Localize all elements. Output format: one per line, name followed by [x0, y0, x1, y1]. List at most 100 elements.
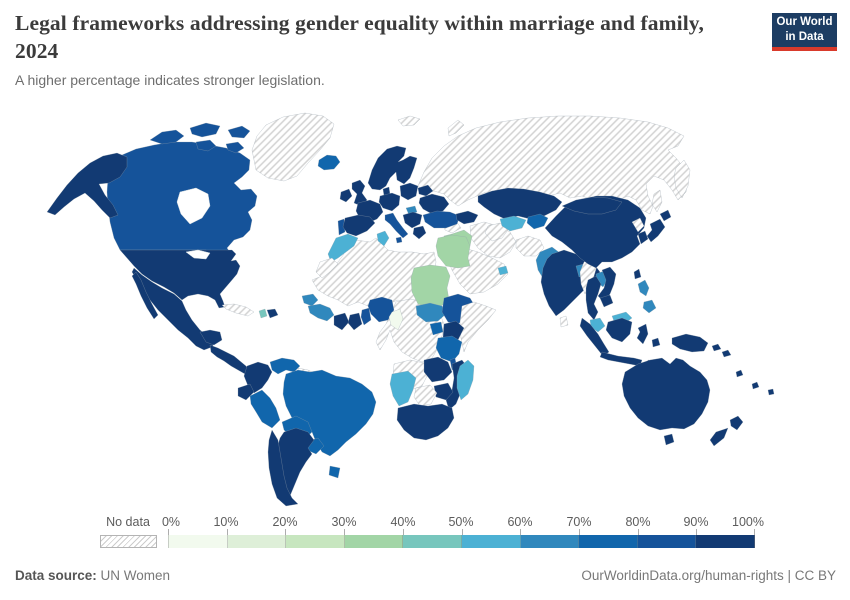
region-western-sahara[interactable] [315, 257, 339, 279]
credit-link[interactable]: OurWorldinData.org/human-rights | CC BY [581, 568, 836, 583]
region-japan-hokkaido[interactable] [659, 209, 672, 222]
legend-segment-0-10[interactable] [168, 535, 228, 548]
region-usa-alaska[interactable] [46, 152, 128, 219]
region-novaya-zemlya[interactable] [447, 119, 465, 137]
region-indonesia-sulawesi[interactable] [636, 323, 649, 345]
region-portugal[interactable] [337, 218, 346, 236]
region-central-america[interactable] [209, 344, 251, 375]
region-nigeria[interactable] [367, 296, 395, 323]
region-south-korea[interactable] [637, 230, 649, 245]
region-north-korea[interactable] [631, 217, 645, 233]
region-ghana[interactable] [347, 312, 363, 331]
region-fiji-2[interactable] [767, 388, 775, 396]
region-canada-arctic-4[interactable] [195, 139, 217, 152]
region-canada-arctic-5[interactable] [225, 141, 245, 154]
region-mexico-baja[interactable] [131, 271, 159, 320]
region-uganda[interactable] [429, 321, 444, 336]
region-togo-benin[interactable] [360, 307, 372, 326]
region-ukraine[interactable] [418, 193, 450, 215]
legend-segment-70-80[interactable] [579, 535, 638, 548]
region-uruguay[interactable] [328, 465, 341, 479]
region-indonesia-java[interactable] [599, 351, 643, 367]
region-tanzania[interactable] [435, 335, 463, 363]
legend-segment-90-100[interactable] [696, 535, 755, 548]
region-madagascar[interactable] [456, 359, 475, 401]
region-cuba[interactable] [221, 303, 255, 317]
region-taiwan[interactable] [633, 268, 642, 280]
region-dominican-republic[interactable] [266, 308, 279, 319]
region-svalbard[interactable] [397, 115, 421, 127]
region-uae[interactable] [497, 265, 509, 276]
region-ivory-coast[interactable] [333, 312, 350, 331]
region-usa[interactable] [119, 249, 241, 309]
region-vanuatu[interactable] [735, 369, 744, 378]
region-new-guinea[interactable] [671, 333, 709, 353]
region-kazakhstan[interactable] [477, 187, 563, 220]
legend-segment-10-20[interactable] [227, 535, 287, 548]
region-brazil[interactable] [282, 369, 377, 457]
region-mexico-yucatan[interactable] [199, 329, 223, 346]
region-haiti[interactable] [258, 308, 268, 319]
region-peru[interactable] [249, 389, 281, 429]
region-zambia[interactable] [423, 356, 453, 383]
region-iceland[interactable] [317, 154, 341, 171]
region-fiji-1[interactable] [751, 381, 760, 390]
region-solomon-islands-1[interactable] [711, 343, 722, 352]
region-egypt[interactable] [435, 234, 471, 269]
region-canada-arctic-2[interactable] [189, 122, 221, 138]
region-canada-arctic-1[interactable] [149, 129, 185, 145]
region-guinea-region[interactable] [307, 303, 335, 322]
region-south-sudan[interactable] [415, 302, 447, 323]
region-chile[interactable] [267, 429, 299, 507]
region-japan-honshu[interactable] [646, 218, 666, 243]
region-cameroon[interactable] [388, 308, 404, 331]
region-kamchatka[interactable] [673, 159, 691, 199]
region-tasmania[interactable] [663, 433, 675, 446]
region-spain[interactable] [342, 214, 376, 237]
region-poland-baltics[interactable] [399, 182, 419, 201]
region-colombia[interactable] [243, 361, 273, 394]
region-philippines-luzon[interactable] [637, 279, 650, 297]
region-italy-islands[interactable] [395, 236, 403, 244]
legend-segment-80-90[interactable] [637, 535, 697, 548]
region-somalia[interactable] [459, 301, 497, 353]
region-balkans[interactable] [402, 211, 423, 229]
region-new-zealand-north[interactable] [729, 415, 744, 431]
region-thailand[interactable] [585, 275, 602, 321]
owid-logo[interactable]: Our World in Data [772, 13, 837, 51]
region-senegal[interactable] [301, 293, 319, 307]
region-philippines-mindanao[interactable] [642, 299, 657, 314]
region-namibia[interactable] [389, 370, 417, 407]
region-tunisia[interactable] [376, 230, 390, 247]
region-mongolia[interactable] [561, 196, 623, 215]
region-greenland[interactable] [251, 112, 335, 182]
region-solomon-islands-2[interactable] [721, 349, 732, 358]
legend-segment-50-60[interactable] [461, 535, 521, 548]
region-cambodia[interactable] [599, 294, 614, 308]
region-indonesia-borneo[interactable] [605, 317, 633, 343]
region-turkmenistan[interactable] [484, 222, 509, 242]
legend-segment-40-50[interactable] [403, 535, 462, 548]
region-canada-arctic-3[interactable] [227, 125, 251, 139]
region-italy[interactable] [384, 212, 409, 239]
legend-segment-20-30[interactable] [286, 535, 345, 548]
region-australia[interactable] [621, 357, 711, 431]
region-sakhalin[interactable] [651, 189, 663, 213]
region-morocco[interactable] [327, 233, 359, 263]
legend-segment-30-40[interactable] [344, 535, 404, 548]
region-caucasus[interactable] [455, 210, 479, 225]
region-uzbekistan[interactable] [499, 215, 527, 232]
legend-no-data-swatch[interactable] [100, 535, 157, 548]
region-kyrgyzstan-tajikistan[interactable] [526, 213, 549, 230]
region-turkey[interactable] [422, 210, 461, 229]
legend-segment-60-70[interactable] [520, 535, 580, 548]
region-south-africa[interactable] [396, 403, 455, 441]
region-new-zealand-south[interactable] [709, 427, 729, 447]
region-greece[interactable] [412, 225, 427, 240]
region-belarus[interactable] [417, 184, 434, 197]
region-ireland[interactable] [339, 188, 353, 203]
region-scandinavia[interactable] [367, 145, 418, 191]
region-central-europe[interactable] [378, 192, 401, 212]
region-botswana[interactable] [413, 384, 438, 407]
region-sri-lanka[interactable] [559, 315, 569, 328]
